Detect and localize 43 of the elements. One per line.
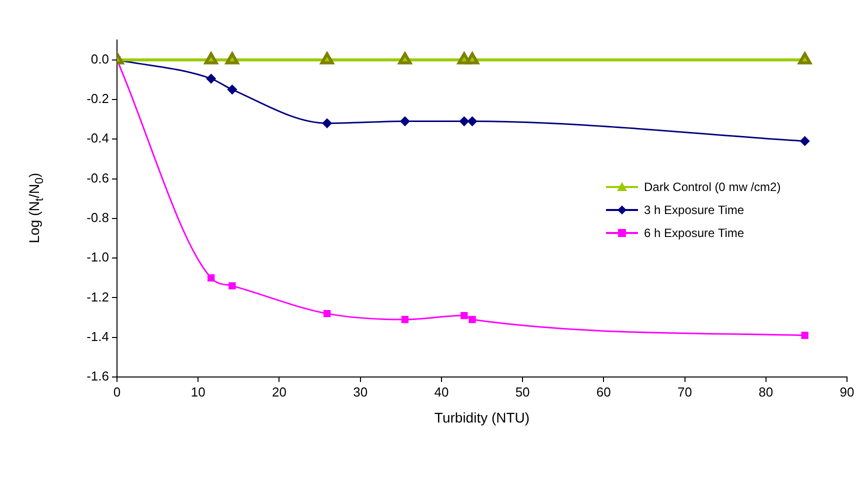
y-tick-label: -1.0 [86,250,109,265]
point [401,316,409,324]
legend-label: Dark Control (0 mw /cm2) [644,180,781,194]
point [398,52,412,64]
y-tick-label: -0.2 [86,91,109,106]
x-tick-label: 60 [596,384,611,400]
point [320,52,334,64]
point [400,116,410,126]
point [227,84,237,94]
y-tick-label: -1.6 [86,368,109,384]
y-tick-label: -1.4 [86,328,109,344]
y-tick-label: -0.8 [86,210,109,225]
x-tick-label: 0 [113,384,121,400]
point [798,52,812,64]
x-tick-label: 20 [272,384,286,400]
y-tick-label: -1.2 [86,289,109,304]
legend-label: 3 h Exposure Time [644,202,744,216]
point [468,316,476,324]
point [800,136,810,146]
point [466,52,479,64]
point [801,332,808,339]
point [460,312,468,320]
x-tick-label: 90 [840,384,854,400]
legend-label: 6 h Exposure Time [644,226,744,240]
point [225,52,239,64]
point [206,74,216,84]
x-axis-title: Turbidity (NTU) [434,409,530,426]
x-tick-label: 40 [434,384,449,400]
y-tick-label: -0.6 [86,170,109,186]
y-tick-label: -0.4 [86,130,109,146]
point [322,118,332,128]
point [208,274,215,282]
x-tick-label: 30 [353,384,368,400]
x-tick-label: 70 [678,384,692,400]
x-tick-label: 10 [190,384,206,400]
point [468,116,478,126]
point [459,116,469,126]
x-tick-label: 80 [758,384,774,400]
y-tick-label: 0.0 [90,51,109,66]
point [228,282,236,290]
x-tick-label: 50 [515,384,530,400]
point [324,310,331,318]
point [204,52,218,64]
